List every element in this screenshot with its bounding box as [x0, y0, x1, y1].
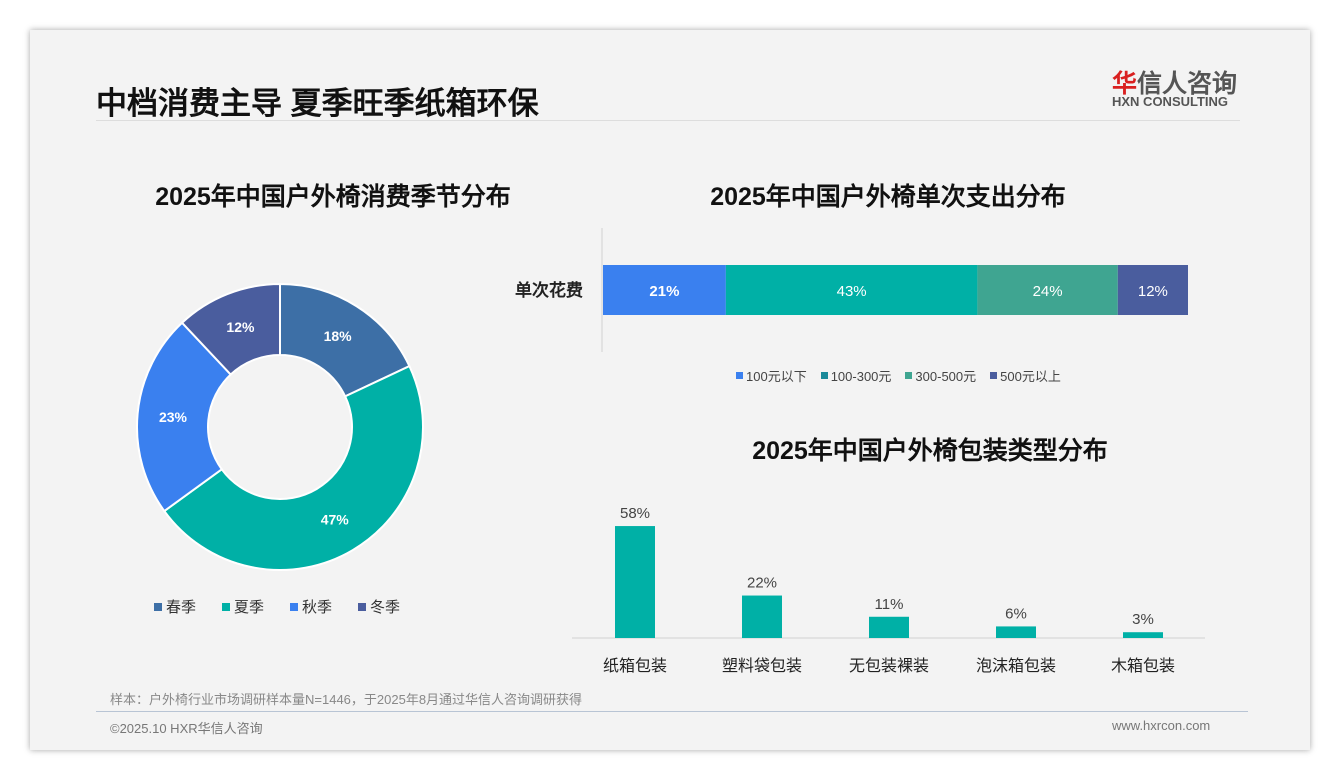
- stacked-category: 单次花费: [515, 280, 583, 300]
- legend-label: 500元以上: [1000, 369, 1061, 384]
- title-divider: [96, 120, 1240, 121]
- legend-label: 秋季: [302, 599, 333, 616]
- legend-swatch: [990, 372, 998, 379]
- stacked-title: 2025年中国户外椅单次支出分布: [710, 183, 1066, 211]
- logo-cn: 信人咨询: [1137, 70, 1238, 98]
- donut-label: 18%: [324, 328, 353, 344]
- column-bar: [996, 626, 1036, 638]
- column-bar: [1123, 632, 1163, 638]
- legend-swatch: [358, 602, 367, 611]
- legend-label: 冬季: [370, 599, 401, 616]
- stacked-label: 43%: [837, 283, 867, 300]
- legend-label: 夏季: [234, 599, 265, 616]
- legend-item: 春季: [154, 596, 196, 617]
- stacked-segment: [725, 265, 978, 315]
- column-bar: [742, 595, 782, 638]
- legend-swatch: [290, 602, 299, 611]
- legend-item: 300-500元: [905, 366, 976, 385]
- legend-swatch: [222, 602, 231, 611]
- logo-red-char: 华: [1112, 70, 1138, 98]
- slide: 中档消费主导 夏季旺季纸箱环保 华信人咨询 HXN CONSULTING 202…: [30, 30, 1310, 750]
- column-category: 无包装裸装: [849, 657, 929, 675]
- legend-swatch: [154, 602, 162, 611]
- column-category: 纸箱包装: [603, 657, 667, 675]
- donut-label: 23%: [159, 409, 188, 425]
- donut-slice: [279, 282, 411, 398]
- legend-label: 100元以下: [746, 369, 807, 384]
- legend-swatch: [736, 372, 743, 379]
- legend-item: 冬季: [358, 596, 400, 617]
- legend-item: 夏季: [222, 596, 264, 617]
- donut-slice: [180, 282, 281, 376]
- stacked-legend: 100元以下 100-300元 300-500元 500元以上: [736, 366, 1061, 385]
- legend-swatch: [820, 372, 828, 379]
- column-category: 塑料袋包装: [722, 657, 802, 675]
- logo-en: HXN CONSULTING: [1112, 94, 1229, 109]
- stacked-segment: [977, 265, 1118, 315]
- legend-item: 秋季: [290, 596, 332, 617]
- legend-item: 500元以上: [990, 366, 1061, 385]
- column-category: 木箱包装: [1111, 657, 1175, 675]
- legend-label: 300-500元: [915, 369, 977, 384]
- page-title: 中档消费主导 夏季旺季纸箱环保: [96, 86, 539, 121]
- donut-slice: [136, 321, 233, 513]
- column-label: 11%: [875, 596, 904, 613]
- stacked-label: 24%: [1033, 283, 1063, 300]
- copyright: ©2025.10 HXR华信人咨询: [110, 721, 263, 736]
- charts-canvas: 18% 47% 23% 12% 单次花费 21% 43% 24% 12% 58% 纸箱包装 22% 塑料…: [136, 228, 1205, 675]
- stacked-segment: [1117, 265, 1188, 315]
- legend-swatch: [905, 372, 913, 379]
- sample-note: 样本：户外椅行业市场调研样本量N=1446，于2025年8月通过华信人咨询调研获…: [110, 692, 583, 707]
- footer-divider: [96, 711, 1248, 712]
- column-label: 3%: [1132, 611, 1154, 628]
- legend-item: 100-300元: [820, 366, 892, 385]
- logo: 华信人咨询: [1112, 64, 1237, 100]
- column-label: 22%: [747, 575, 777, 592]
- column-bar: [615, 526, 655, 638]
- column-title: 2025年中国户外椅包装类型分布: [752, 437, 1108, 465]
- column-category: 泡沫箱包装: [976, 657, 1056, 675]
- donut-legend: 春季 夏季 秋季 冬季: [154, 596, 400, 617]
- column-bar: [869, 616, 909, 638]
- column-label: 6%: [1005, 605, 1027, 622]
- legend-item: 100元以下: [736, 366, 807, 385]
- stacked-label: 12%: [1138, 283, 1168, 300]
- donut-label: 47%: [321, 512, 350, 528]
- donut-label: 12%: [226, 319, 255, 335]
- donut-title: 2025年中国户外椅消费季节分布: [155, 183, 511, 211]
- column-label: 58%: [620, 505, 650, 522]
- donut-slice: [162, 364, 424, 571]
- legend-label: 100-300元: [830, 369, 892, 384]
- stacked-label: 21%: [649, 283, 679, 300]
- legend-label: 春季: [166, 599, 197, 616]
- website: www.hxrcon.com: [1112, 718, 1211, 733]
- stacked-segment: [603, 265, 726, 315]
